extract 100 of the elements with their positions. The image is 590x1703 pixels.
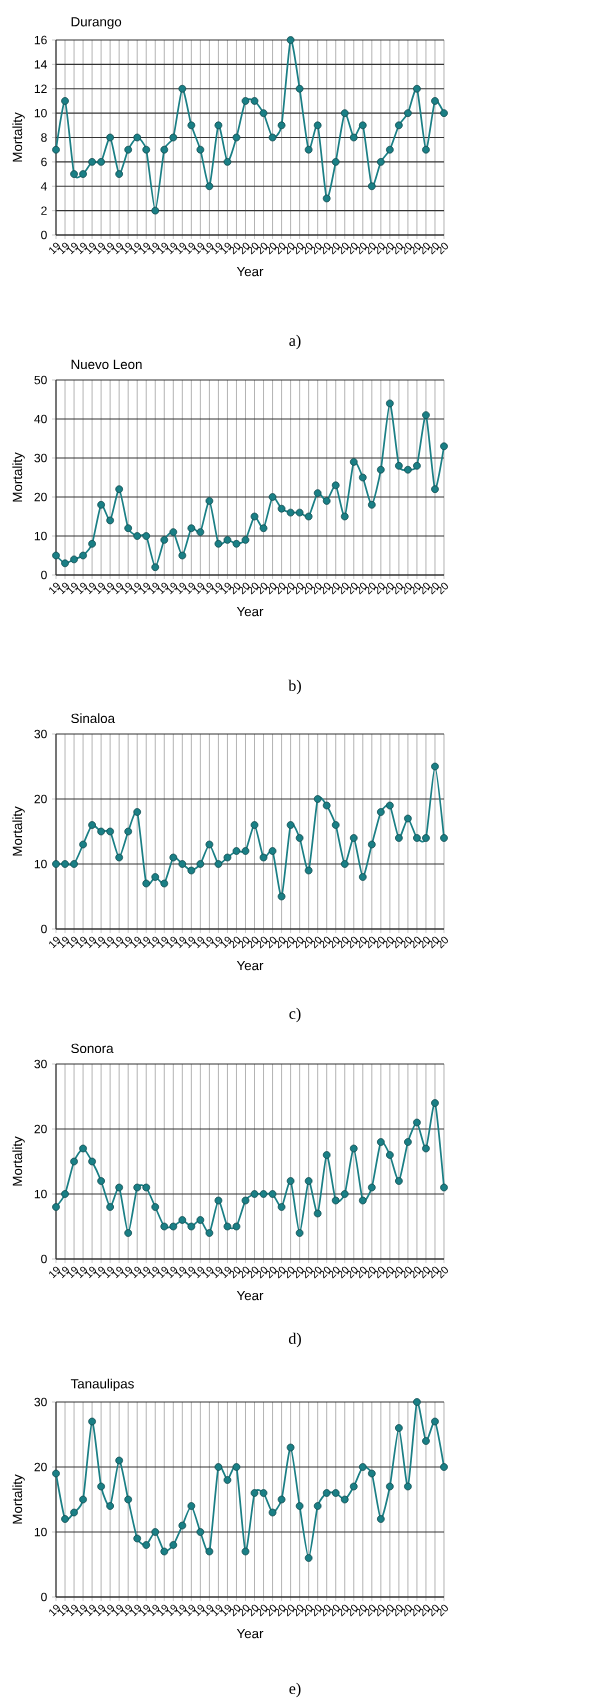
- x-tick-label: 19: [85, 936, 96, 949]
- point: [52, 1203, 60, 1211]
- x-tick-label: 19: [148, 582, 160, 595]
- point: [97, 1177, 105, 1185]
- x-tick-label: 19: [130, 582, 142, 595]
- x-tick-label: 19: [184, 1604, 196, 1617]
- point: [431, 1417, 439, 1426]
- point: [151, 563, 160, 572]
- x-tick-label: 20: [418, 582, 430, 595]
- x-tick-label: 19: [139, 582, 151, 595]
- x-tick-label: 19: [94, 242, 105, 255]
- y-tick-label: 10: [34, 859, 47, 869]
- point: [440, 834, 448, 842]
- point: [142, 879, 151, 888]
- point: [313, 489, 322, 497]
- x-tick-label: 19: [112, 1266, 123, 1279]
- point: [196, 860, 205, 868]
- point: [295, 1502, 304, 1510]
- chart-title: Sinaloa: [71, 713, 116, 724]
- point: [431, 97, 439, 105]
- x-tick-label: 20: [400, 582, 412, 595]
- y-tick-label: 30: [34, 1059, 47, 1069]
- x-tick-label: 20: [382, 1266, 394, 1279]
- point: [79, 1495, 87, 1504]
- point: [169, 1541, 178, 1549]
- y-tick-label: 2: [41, 206, 47, 215]
- point: [214, 539, 223, 548]
- x-tick-label: 20: [409, 582, 421, 595]
- y-tick-label: 6: [41, 157, 47, 167]
- point: [349, 133, 358, 142]
- point: [232, 133, 241, 142]
- x-tick-label: 19: [184, 242, 196, 255]
- point: [322, 194, 331, 203]
- x-tick-label: 20: [391, 936, 403, 949]
- x-tick-label: 20: [382, 1604, 394, 1617]
- x-tick-label: 19: [202, 582, 214, 595]
- point: [376, 808, 385, 816]
- point: [97, 158, 105, 166]
- y-axis-title: Mortality: [12, 1136, 25, 1186]
- point: [232, 539, 241, 548]
- x-tick-label: 19: [58, 936, 69, 949]
- point: [422, 834, 430, 842]
- point: [205, 1229, 214, 1237]
- x-tick-label: 19: [175, 936, 187, 949]
- point: [205, 182, 214, 191]
- y-tick-label: 20: [34, 1462, 47, 1472]
- x-tick-label: 19: [157, 1266, 169, 1279]
- point: [115, 1183, 124, 1192]
- point: [304, 145, 313, 154]
- x-tick-label: 19: [121, 936, 132, 949]
- point: [376, 1515, 385, 1523]
- point: [322, 497, 331, 505]
- x-tick-label: 19: [211, 582, 223, 595]
- point: [395, 121, 403, 130]
- x-tick-label: 19: [49, 1266, 60, 1279]
- point: [304, 512, 313, 521]
- y-tick-label: 0: [41, 1254, 47, 1264]
- x-tick-label: 20: [418, 1266, 430, 1279]
- point: [133, 133, 142, 142]
- x-tick-label: 19: [211, 1604, 223, 1617]
- point: [250, 821, 259, 829]
- x-tick-label: 20: [436, 582, 448, 595]
- y-tick-label: 8: [41, 133, 47, 142]
- point: [331, 1489, 340, 1497]
- point: [151, 1203, 160, 1211]
- x-tick-label: 20: [436, 1604, 448, 1617]
- point: [277, 504, 286, 513]
- x-tick-label: 19: [121, 1266, 132, 1279]
- y-tick-label: 0: [41, 1592, 47, 1602]
- y-tick-label: 10: [34, 1189, 47, 1199]
- point: [142, 1541, 151, 1549]
- point: [331, 1196, 340, 1205]
- point: [404, 814, 412, 823]
- point: [124, 827, 133, 836]
- x-tick-label: 19: [130, 936, 142, 949]
- point: [160, 1222, 169, 1231]
- point: [413, 1118, 421, 1127]
- x-tick-label: 19: [175, 1604, 187, 1617]
- y-tick-label: 20: [34, 492, 47, 502]
- x-tick-label: 19: [76, 582, 87, 595]
- x-tick-label: 20: [418, 1604, 430, 1617]
- x-tick-label: 20: [400, 1604, 412, 1617]
- x-tick-label: 19: [112, 242, 123, 255]
- x-tick-label: 20: [409, 1604, 421, 1617]
- point: [169, 528, 178, 536]
- point: [358, 473, 367, 482]
- point: [61, 1190, 69, 1198]
- point: [52, 860, 60, 868]
- point: [422, 1437, 430, 1445]
- point: [187, 1222, 196, 1231]
- point: [205, 840, 214, 849]
- y-tick-label: 10: [34, 1527, 47, 1537]
- x-tick-label: 20: [391, 1266, 403, 1279]
- x-tick-label: 19: [193, 582, 205, 595]
- x-tick-label: 19: [112, 1604, 123, 1617]
- point: [250, 512, 259, 521]
- point: [313, 795, 322, 803]
- point: [250, 1489, 259, 1497]
- x-tick-label: 19: [193, 1266, 205, 1279]
- y-axis-title: Mortality: [12, 1474, 25, 1524]
